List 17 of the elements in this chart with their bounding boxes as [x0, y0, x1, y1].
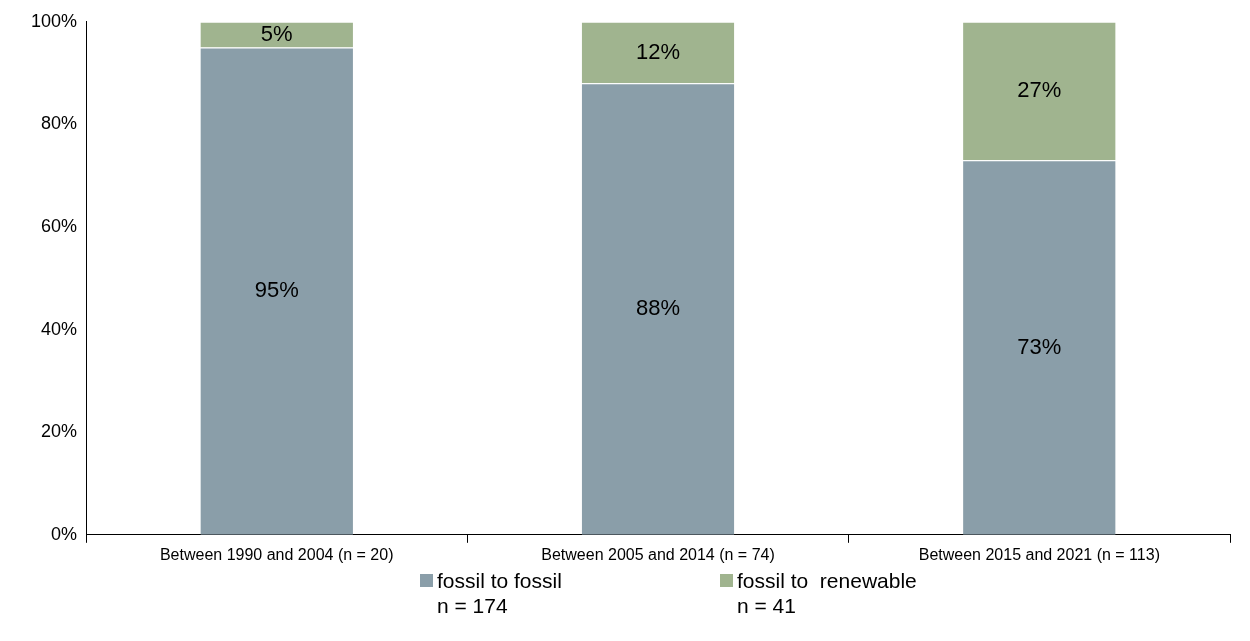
x-tick-label: Between 2005 and 2014 (n = 74) — [541, 545, 775, 563]
data-label: 88% — [636, 295, 681, 321]
x-tick-label: Between 1990 and 2004 (n = 20) — [159, 545, 394, 563]
data-label: 5% — [260, 20, 293, 46]
legend-label: fossil to fossil n = 174 — [437, 568, 562, 618]
x-tick-label: Between 2015 and 2021 (n = 113) — [918, 545, 1160, 563]
y-tick-label: 100% — [30, 10, 78, 31]
legend-label: fossil to renewable n = 41 — [737, 568, 917, 618]
data-label: 27% — [1017, 77, 1062, 103]
y-tick-label: 60% — [41, 215, 78, 236]
y-tick-label: 80% — [41, 113, 78, 134]
data-label: 12% — [636, 38, 681, 64]
y-tick-label: 20% — [41, 421, 78, 442]
y-tick-label: 40% — [41, 318, 78, 339]
data-label: 95% — [254, 277, 299, 303]
y-tick-label: 0% — [51, 523, 78, 544]
data-label: 73% — [1017, 333, 1062, 359]
